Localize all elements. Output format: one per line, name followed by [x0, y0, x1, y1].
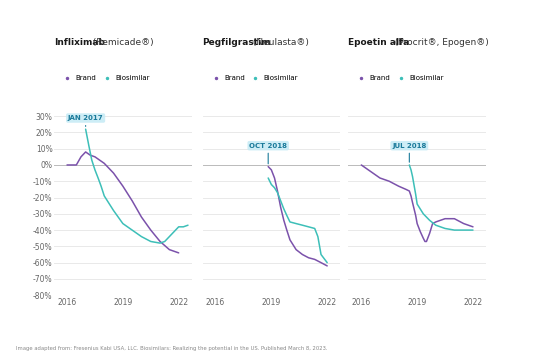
Text: (Procrit®, Epogen®): (Procrit®, Epogen®)	[392, 38, 489, 47]
Text: OCT 2018: OCT 2018	[249, 143, 287, 164]
Text: Image adapted from: Fresenius Kabi USA, LLC. Biosimilars: Realizing the potentia: Image adapted from: Fresenius Kabi USA, …	[16, 346, 328, 351]
Legend: Brand, Biosimilar: Brand, Biosimilar	[352, 72, 447, 84]
Text: JAN 2017: JAN 2017	[68, 115, 104, 126]
Text: Infliximab: Infliximab	[54, 38, 105, 47]
Text: Pegfilgrastim: Pegfilgrastim	[202, 38, 271, 47]
Text: Epoetin alfa: Epoetin alfa	[348, 38, 409, 47]
Legend: Brand, Biosimilar: Brand, Biosimilar	[206, 72, 301, 84]
Text: (Remicade®): (Remicade®)	[90, 38, 154, 47]
Legend: Brand, Biosimilar: Brand, Biosimilar	[57, 72, 152, 84]
Text: (Neulasta®): (Neulasta®)	[249, 38, 308, 47]
Text: JUL 2018: JUL 2018	[392, 143, 427, 162]
